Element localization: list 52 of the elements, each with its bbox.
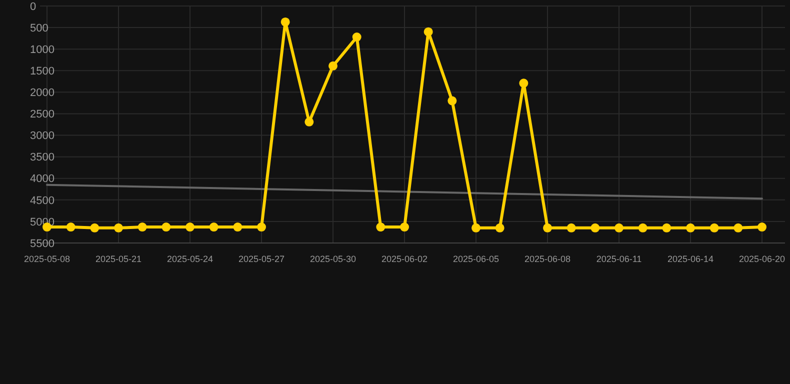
y-tick-label: 4500 xyxy=(30,194,54,207)
point xyxy=(233,222,242,232)
point xyxy=(90,223,100,232)
point xyxy=(686,223,695,232)
point xyxy=(162,222,171,232)
y-tick-label: 2000 xyxy=(30,87,54,100)
point xyxy=(543,223,552,232)
point xyxy=(758,222,766,232)
point xyxy=(734,223,743,232)
point xyxy=(352,32,362,42)
point xyxy=(662,223,672,232)
point xyxy=(710,223,719,232)
x-tick-label: 2025-06-05 xyxy=(452,254,500,264)
x-tick-label: 2025-06-08 xyxy=(524,254,571,264)
x-tick-label: 2025-05-08 xyxy=(24,254,70,264)
point xyxy=(376,222,386,232)
x-tick-label: 2025-06-20 xyxy=(738,254,786,264)
x-tick-label: 2025-05-21 xyxy=(95,254,142,264)
x-tick-label: 2025-06-11 xyxy=(596,254,642,264)
y-tick-label: 500 xyxy=(30,22,48,34)
point xyxy=(590,223,600,232)
y-tick-label: 3500 xyxy=(30,152,54,164)
y-tick-label: 1500 xyxy=(30,65,54,78)
point xyxy=(448,96,457,106)
y-tick-label: 0 xyxy=(30,0,36,13)
x-tick-label: 2025-06-02 xyxy=(381,254,428,264)
point xyxy=(472,223,480,232)
point xyxy=(209,222,218,232)
point xyxy=(328,61,338,70)
y-tick-label: 1000 xyxy=(30,44,54,56)
x-tick-label: 2025-06-14 xyxy=(667,254,714,264)
y-tick-label: 5500 xyxy=(30,238,54,250)
point xyxy=(304,117,314,126)
x-tick-label: 2025-05-27 xyxy=(238,254,285,264)
point xyxy=(400,222,409,232)
x-tick-label: 2025-05-30 xyxy=(310,254,356,264)
point xyxy=(638,223,648,232)
point xyxy=(614,223,624,232)
point xyxy=(519,78,528,88)
point xyxy=(257,222,266,232)
y-tick-label: 4000 xyxy=(30,173,54,186)
point xyxy=(424,27,433,36)
point xyxy=(566,223,576,232)
point xyxy=(280,17,290,26)
point xyxy=(495,223,504,232)
point xyxy=(66,222,76,232)
y-tick-label: 3000 xyxy=(30,130,54,142)
point xyxy=(186,222,194,232)
x-tick-label: 2025-05-24 xyxy=(166,254,214,264)
point xyxy=(114,223,123,232)
y-tick-label: 2500 xyxy=(30,108,54,121)
point xyxy=(138,222,147,232)
